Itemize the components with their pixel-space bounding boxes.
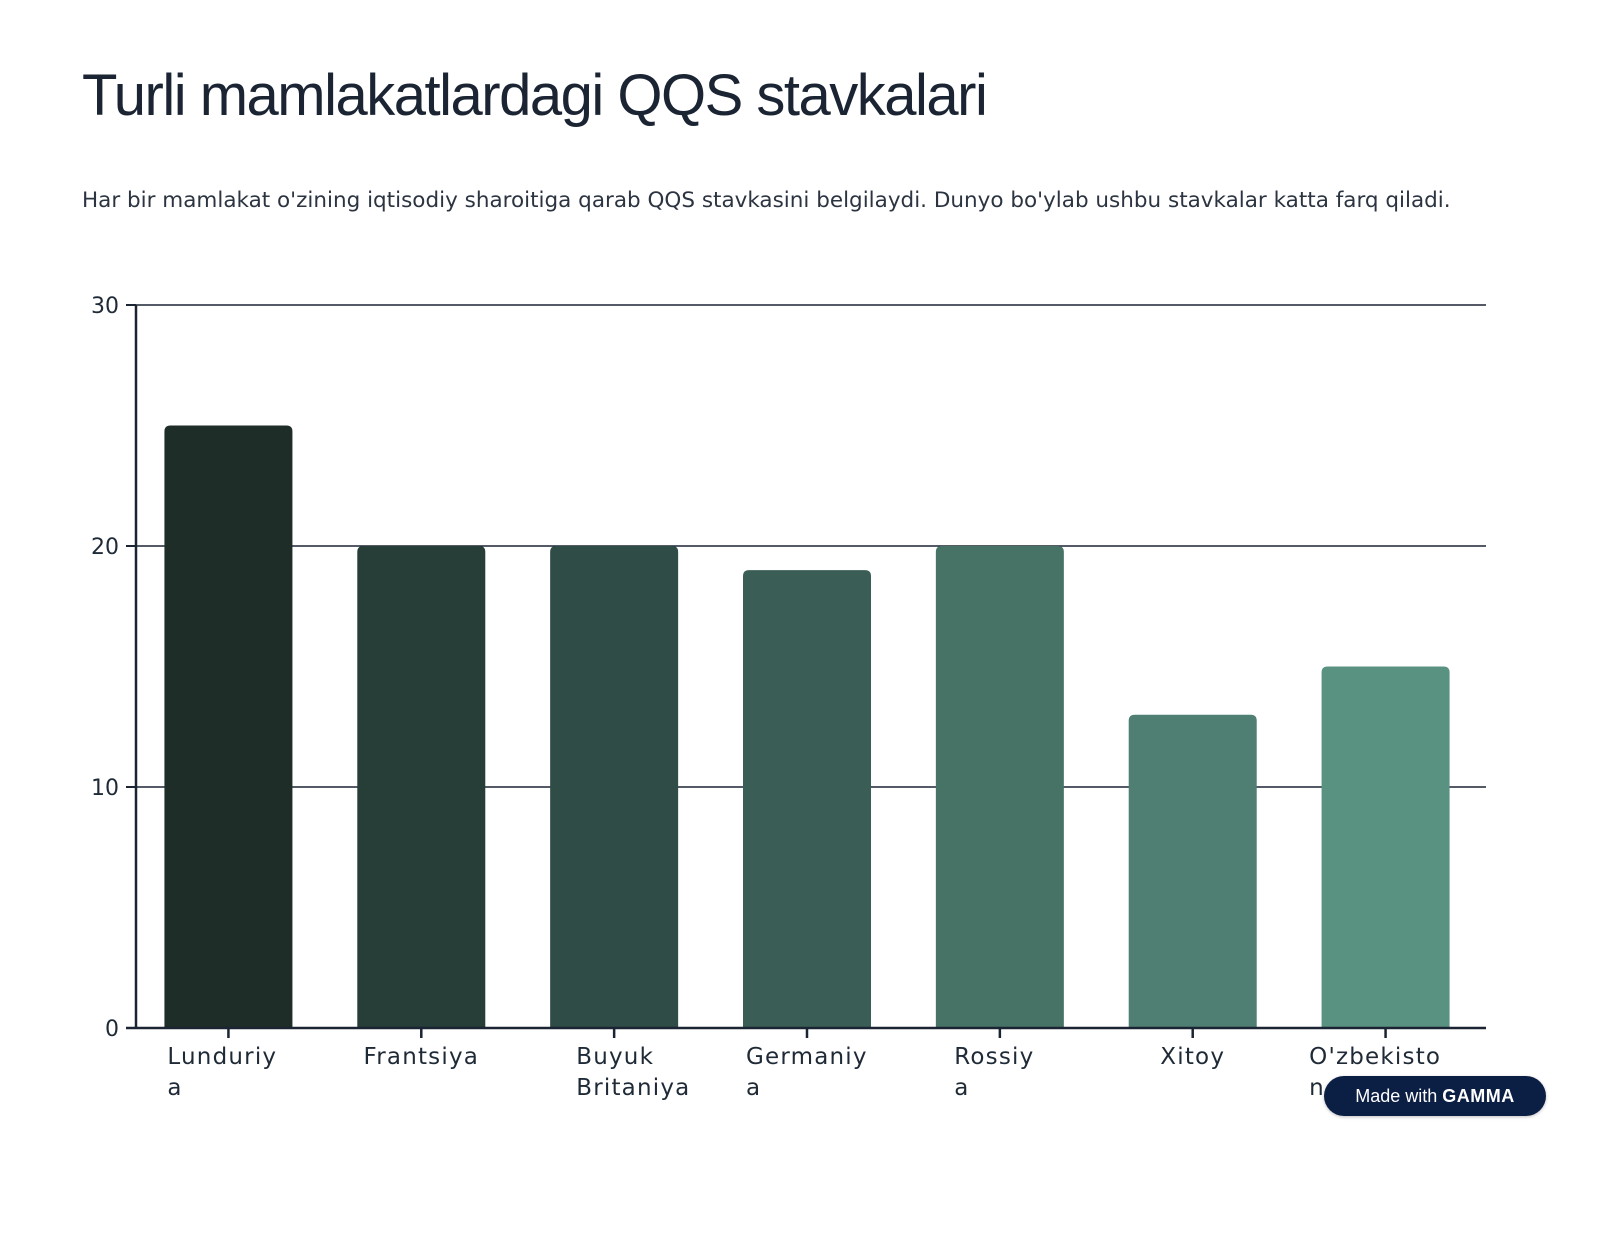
x-tick-label-line: n	[1309, 1075, 1325, 1101]
x-tick-label-line: a	[954, 1075, 969, 1101]
made-with-gamma-badge[interactable]: Made with GAMMA	[1324, 1076, 1546, 1116]
bar	[743, 570, 871, 1028]
bar	[550, 546, 679, 1028]
y-tick-label: 0	[105, 1017, 119, 1042]
badge-prefix: Made with	[1355, 1085, 1438, 1106]
x-tick-label-line: Buyuk	[576, 1044, 654, 1070]
x-tick-label: Rossiy a	[954, 1044, 1034, 1101]
x-tick-label-line: a	[167, 1075, 182, 1101]
bar	[164, 425, 293, 1028]
bar	[1321, 666, 1450, 1028]
x-tick-label-line: Britaniya	[576, 1075, 690, 1101]
x-tick-label-line: Xitoy	[1160, 1044, 1225, 1070]
gamma-logo: GAMMA	[1442, 1085, 1515, 1106]
x-tick-label-line: Rossiy	[954, 1044, 1034, 1070]
bar	[357, 546, 486, 1028]
x-tick-label: O'zbekisto n	[1309, 1044, 1441, 1101]
y-tick-label: 30	[91, 294, 119, 319]
x-tick-label: Germaniy a	[746, 1044, 868, 1101]
page-subtitle: Har bir mamlakat o'zining iqtisodiy shar…	[82, 188, 1451, 213]
y-tick-label: 10	[91, 776, 119, 801]
page-title: Turli mamlakatlardagi QQS stavkalari	[82, 63, 988, 128]
x-tick-label: Frantsiya	[363, 1044, 479, 1070]
x-tick-label: Buyuk Britaniya	[576, 1044, 690, 1101]
x-tick-label-line: Frantsiya	[363, 1044, 479, 1070]
y-tick-label: 20	[91, 535, 119, 560]
bar	[935, 546, 1064, 1028]
x-tick-label: Lunduriy a	[167, 1044, 277, 1101]
bar	[1128, 714, 1257, 1028]
x-tick-label-line: O'zbekisto	[1309, 1044, 1441, 1070]
x-tick-label-line: a	[746, 1075, 761, 1101]
x-tick-label-line: Lunduriy	[167, 1044, 277, 1070]
x-tick-label-line: Germaniy	[746, 1044, 868, 1070]
x-tick-label: Xitoy	[1160, 1044, 1225, 1070]
